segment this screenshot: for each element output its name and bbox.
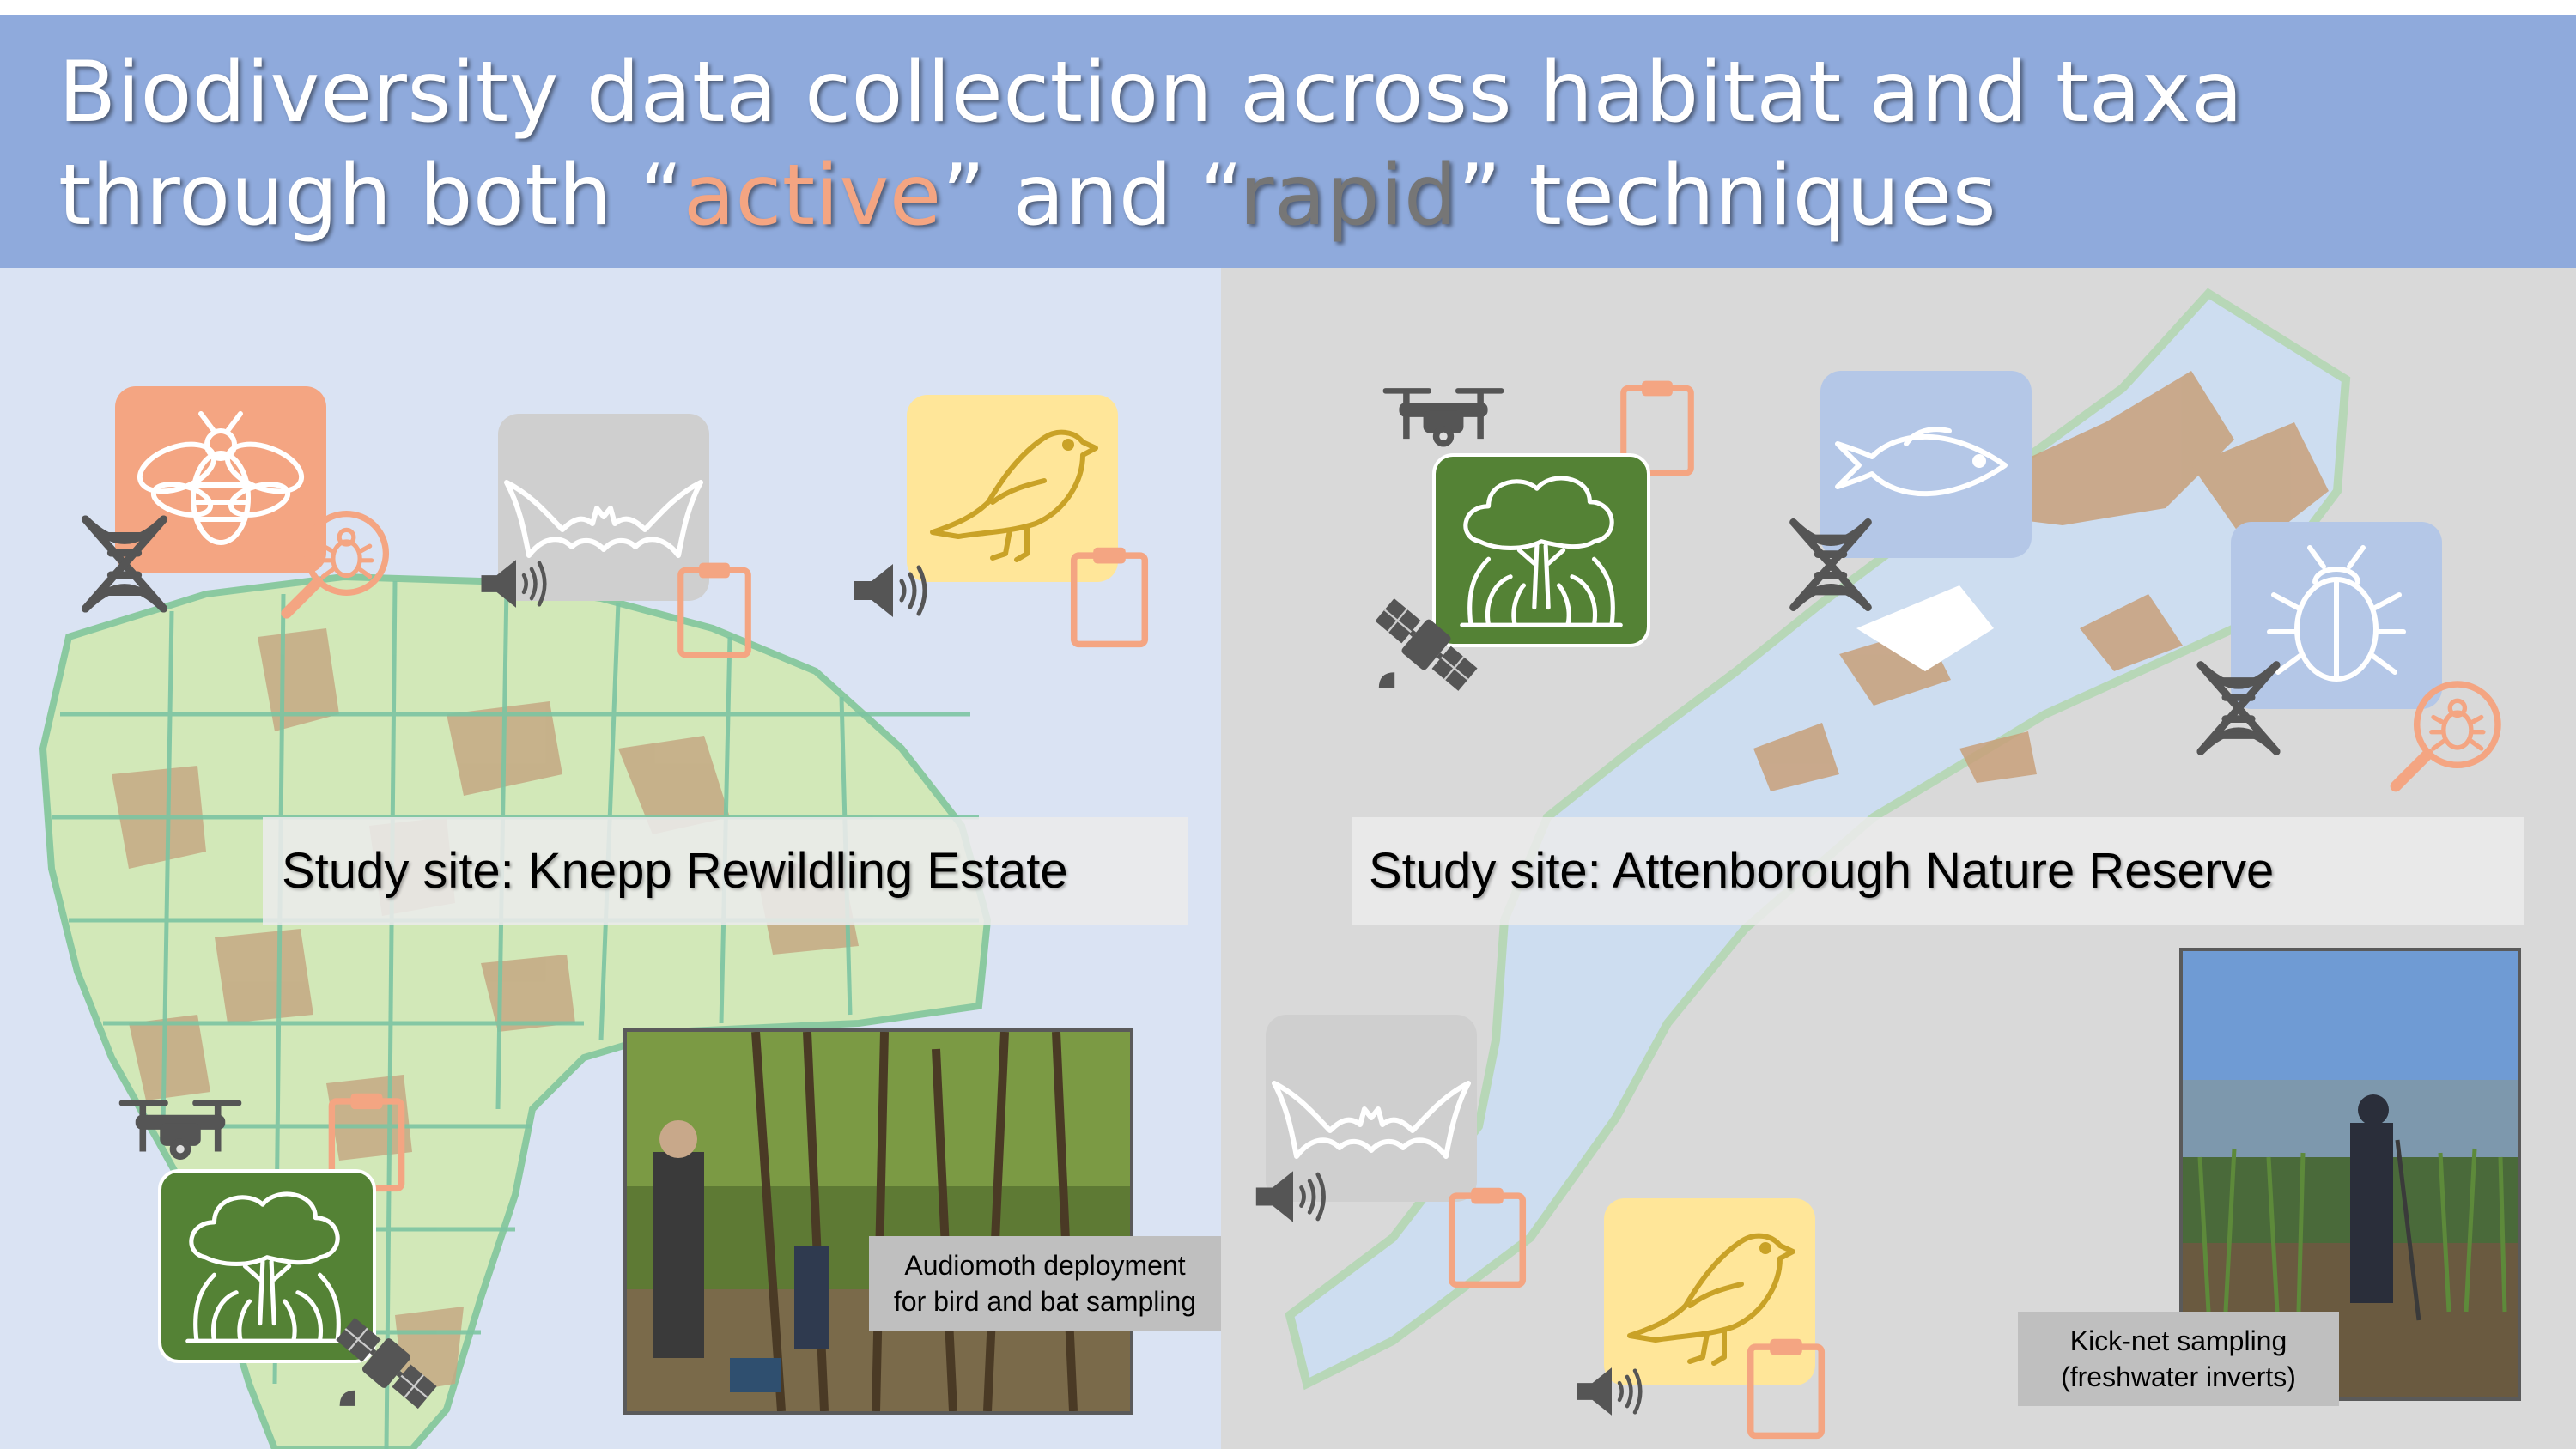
attenborough-site-label: Study site: Attenborough Nature Reserve	[1352, 817, 2524, 925]
audiomoth-photo	[623, 1028, 1133, 1415]
dna-icon	[2184, 654, 2293, 762]
title-line2-end: ” techniques	[1457, 147, 1997, 245]
satellite-icon	[1367, 585, 1485, 704]
dna-icon	[69, 508, 180, 620]
magnifier-bug-icon	[273, 501, 398, 627]
kick-net-caption-line1: Kick-net sampling	[2069, 1325, 2287, 1356]
satellite-icon	[328, 1305, 445, 1422]
bee-tile	[115, 386, 326, 573]
drone-icon	[115, 1090, 246, 1164]
bat-tile	[1266, 1015, 1477, 1202]
speaker-icon	[1252, 1166, 1334, 1228]
speaker-icon	[1573, 1363, 1650, 1420]
audiomoth-caption: Audiomoth deployment for bird and bat sa…	[869, 1236, 1221, 1331]
fish-tile	[1820, 371, 2032, 558]
magnifier-bug-icon	[2382, 671, 2511, 800]
tree-tile	[1432, 453, 1650, 647]
bird-icon	[1627, 1233, 1795, 1366]
kick-net-caption: Kick-net sampling (freshwater inverts)	[2018, 1312, 2339, 1406]
title-line2-mid: ” and “	[941, 147, 1240, 245]
drone-icon	[1379, 378, 1508, 452]
clipboard-icon	[1068, 544, 1151, 649]
clipboard-icon	[1446, 1185, 1528, 1289]
speaker-icon	[850, 558, 936, 623]
beetle-icon	[2267, 545, 2406, 682]
title-banner: Biodiversity data collection across habi…	[0, 15, 2576, 268]
title-rapid-word: rapid	[1239, 147, 1458, 245]
bat-icon	[504, 480, 703, 558]
speaker-icon	[477, 555, 555, 612]
knepp-panel: Study site: Knepp Rewildling Estate	[0, 268, 1221, 1449]
kick-net-photo	[2179, 948, 2521, 1401]
bee-icon	[137, 411, 305, 545]
title-active-word: active	[683, 147, 942, 245]
clipboard-icon	[675, 560, 754, 659]
knepp-site-label: Study site: Knepp Rewildling Estate	[263, 817, 1188, 925]
audiomoth-caption-line1: Audiomoth deployment	[904, 1250, 1186, 1281]
dna-icon	[1777, 512, 1884, 618]
attenborough-panel: Study site: Attenborough Nature Reserve	[1221, 268, 2576, 1449]
fish-icon	[1835, 427, 2008, 497]
bird-icon	[930, 429, 1098, 562]
clipboard-icon	[1745, 1336, 1827, 1440]
tree-tile	[158, 1169, 376, 1363]
audiomoth-caption-line2: for bird and bat sampling	[893, 1286, 1197, 1317]
title-line2-start: through both “	[58, 147, 683, 245]
bird-tile	[907, 395, 1118, 582]
title-line1: Biodiversity data collection across habi…	[58, 44, 2244, 142]
kick-net-caption-line2: (freshwater inverts)	[2061, 1361, 2296, 1392]
slide-title: Biodiversity data collection across habi…	[58, 41, 2244, 247]
bat-icon	[1272, 1081, 1471, 1159]
